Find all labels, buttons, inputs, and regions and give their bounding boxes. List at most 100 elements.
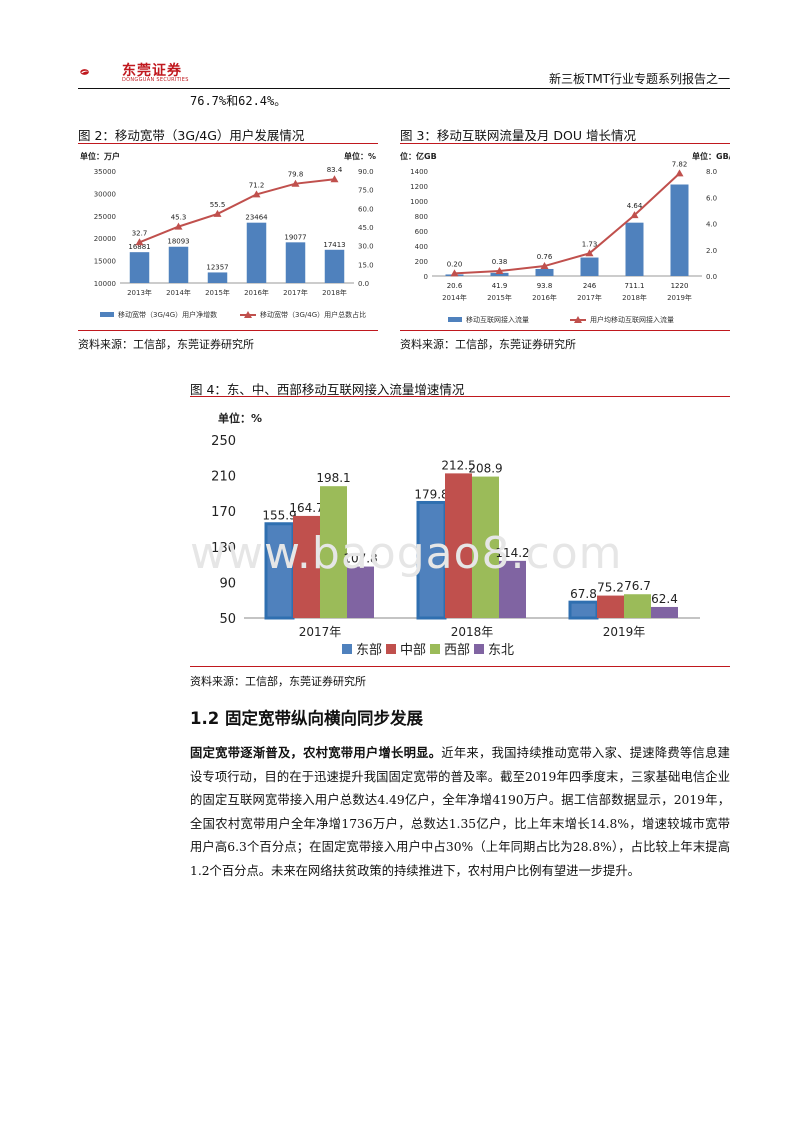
series-line <box>139 178 335 244</box>
legend-swatch <box>386 644 396 654</box>
y-tick-label-left: 200 <box>415 258 428 266</box>
x-tick-label: 2018年 <box>322 288 347 297</box>
line-data-label: 0.38 <box>492 258 508 266</box>
logo-subtext: DONGGUAN SECURITIES <box>122 77 189 83</box>
left-axis-unit: 单位：万户 <box>80 151 120 161</box>
x-tick-label: 2016年 <box>532 293 557 302</box>
y-tick-label-left: 0 <box>424 273 428 281</box>
bar <box>168 246 189 283</box>
y-tick-label-left: 30000 <box>94 190 116 198</box>
y-tick-label-right: 2.0 <box>706 247 717 255</box>
legend-label: 中部 <box>400 643 426 658</box>
bar <box>246 222 267 283</box>
bar <box>445 473 472 618</box>
figure2-title: 图 2：移动宽带（3G/4G）用户发展情况 <box>78 128 305 143</box>
bar <box>670 184 689 276</box>
intro-line: 76.7%和62.4%。 <box>190 94 287 108</box>
bar <box>320 486 347 618</box>
y-tick-label-left: 600 <box>415 228 428 236</box>
bar <box>129 252 150 283</box>
y-tick-label: 250 <box>211 434 236 449</box>
line-marker <box>540 262 549 270</box>
line-marker <box>135 238 144 246</box>
y-tick-label-right: 0.0 <box>358 280 369 288</box>
line-marker <box>630 211 639 219</box>
figure2-source: 资料来源：工信部，东莞证券研究所 <box>78 338 254 351</box>
x-tick-label: 2015年 <box>205 288 230 297</box>
line-data-label: 32.7 <box>132 229 148 237</box>
bar-data-label: 212.5 <box>441 458 475 472</box>
legend-marker-line <box>574 316 582 323</box>
figure4-title: 图 4：东、中、西部移动互联网接入流量增速情况 <box>190 382 465 397</box>
logo-text: 东莞证券 <box>122 63 182 79</box>
y-tick-label-right: 60.0 <box>358 205 374 213</box>
line-data-label: 45.3 <box>171 214 187 222</box>
x-tick-label: 2018年 <box>451 625 494 639</box>
x-tick-label: 2017年 <box>577 293 602 302</box>
y-tick-label-left: 25000 <box>94 213 116 221</box>
line-data-label: 55.5 <box>210 201 226 209</box>
y-tick-label: 50 <box>219 612 236 627</box>
bar <box>293 515 320 618</box>
bar-data-label: 20.6 <box>447 282 463 290</box>
bar-data-label: 76.7 <box>624 579 651 593</box>
bar <box>490 272 509 276</box>
line-data-label: 71.2 <box>249 181 265 189</box>
legend-label: 东部 <box>356 643 382 658</box>
bar-data-label: 164.7 <box>289 501 323 515</box>
y-tick-label-left: 1200 <box>410 183 428 191</box>
bar-data-label: 23464 <box>245 214 268 222</box>
y-tick-label-left: 800 <box>415 213 428 221</box>
bar <box>347 566 374 618</box>
bar-data-label: 155.9 <box>262 509 296 523</box>
bar-data-label: 18093 <box>167 238 189 246</box>
figure3-rule <box>400 143 730 144</box>
watermark: www.baogao8.com <box>190 528 623 579</box>
bar-data-label: 17413 <box>323 241 345 249</box>
legend-label: 东北 <box>488 643 514 658</box>
legend-marker-line <box>244 311 252 318</box>
bar-data-label: 114.2 <box>495 546 529 560</box>
bar-data-label: 179.8 <box>414 487 448 501</box>
legend-label-line: 用户均移动互联网接入流量 <box>590 315 674 324</box>
y-tick-label-right: 15.0 <box>358 261 374 269</box>
bar-data-label: 246 <box>583 282 597 290</box>
x-tick-label: 2019年 <box>603 625 646 639</box>
line-marker <box>330 175 339 183</box>
bar <box>472 476 499 618</box>
line-data-label: 7.82 <box>672 160 688 168</box>
legend-swatch <box>430 644 440 654</box>
right-axis-unit: 单位：% <box>344 151 376 161</box>
right-axis-unit: 单位：GB/月/户 <box>692 151 730 161</box>
legend-swatch-bar <box>100 312 114 317</box>
figure2-rule <box>78 143 378 144</box>
line-marker <box>495 267 504 275</box>
bar <box>264 522 295 620</box>
x-tick-label: 2013年 <box>127 288 152 297</box>
paragraph-body: 近年来，我国持续推动宽带入家、提速降费等信息建设专项行动，目的在于迅速提升我国固… <box>190 746 730 878</box>
report-series-title: 新三板TMT行业专题系列报告之一 <box>548 72 730 86</box>
bar-data-label: 1220 <box>671 282 689 290</box>
y-tick-label-left: 10000 <box>94 280 116 288</box>
paragraph-lead: 固定宽带逐渐普及，农村宽带用户增长明显。 <box>190 745 442 760</box>
y-tick-label: 210 <box>211 470 236 485</box>
figure3-chart: 单位：亿GB 单位：GB/月/户 0 200 400 600 800 1000 1200 1400… <box>400 151 730 324</box>
bar-data-label: 16881 <box>128 243 150 251</box>
bar-data-label: 67.8 <box>570 587 597 601</box>
y-tick-label-right: 30.0 <box>358 243 374 251</box>
bar-data-label: 711.1 <box>624 282 644 290</box>
section-paragraph: 固定宽带逐渐普及，农村宽带用户增长明显。近年来，我国持续推动宽带入家、提速降费等… <box>190 741 730 884</box>
legend-label-bar: 移动宽带（3G/4G）用户净增数 <box>118 310 217 319</box>
y-tick-label-left: 1000 <box>410 198 428 206</box>
x-tick-label: 2018年 <box>622 293 647 302</box>
line-marker <box>675 169 684 177</box>
figure4-rule <box>190 396 730 397</box>
y-tick-label-right: 90.0 <box>358 168 374 176</box>
series-line <box>454 172 681 275</box>
bar-data-label: 198.1 <box>316 471 350 485</box>
bar <box>535 268 554 276</box>
x-tick-label: 2019年 <box>667 293 692 302</box>
line-data-label: 4.64 <box>627 202 643 210</box>
y-tick-label-right: 6.0 <box>706 194 717 202</box>
